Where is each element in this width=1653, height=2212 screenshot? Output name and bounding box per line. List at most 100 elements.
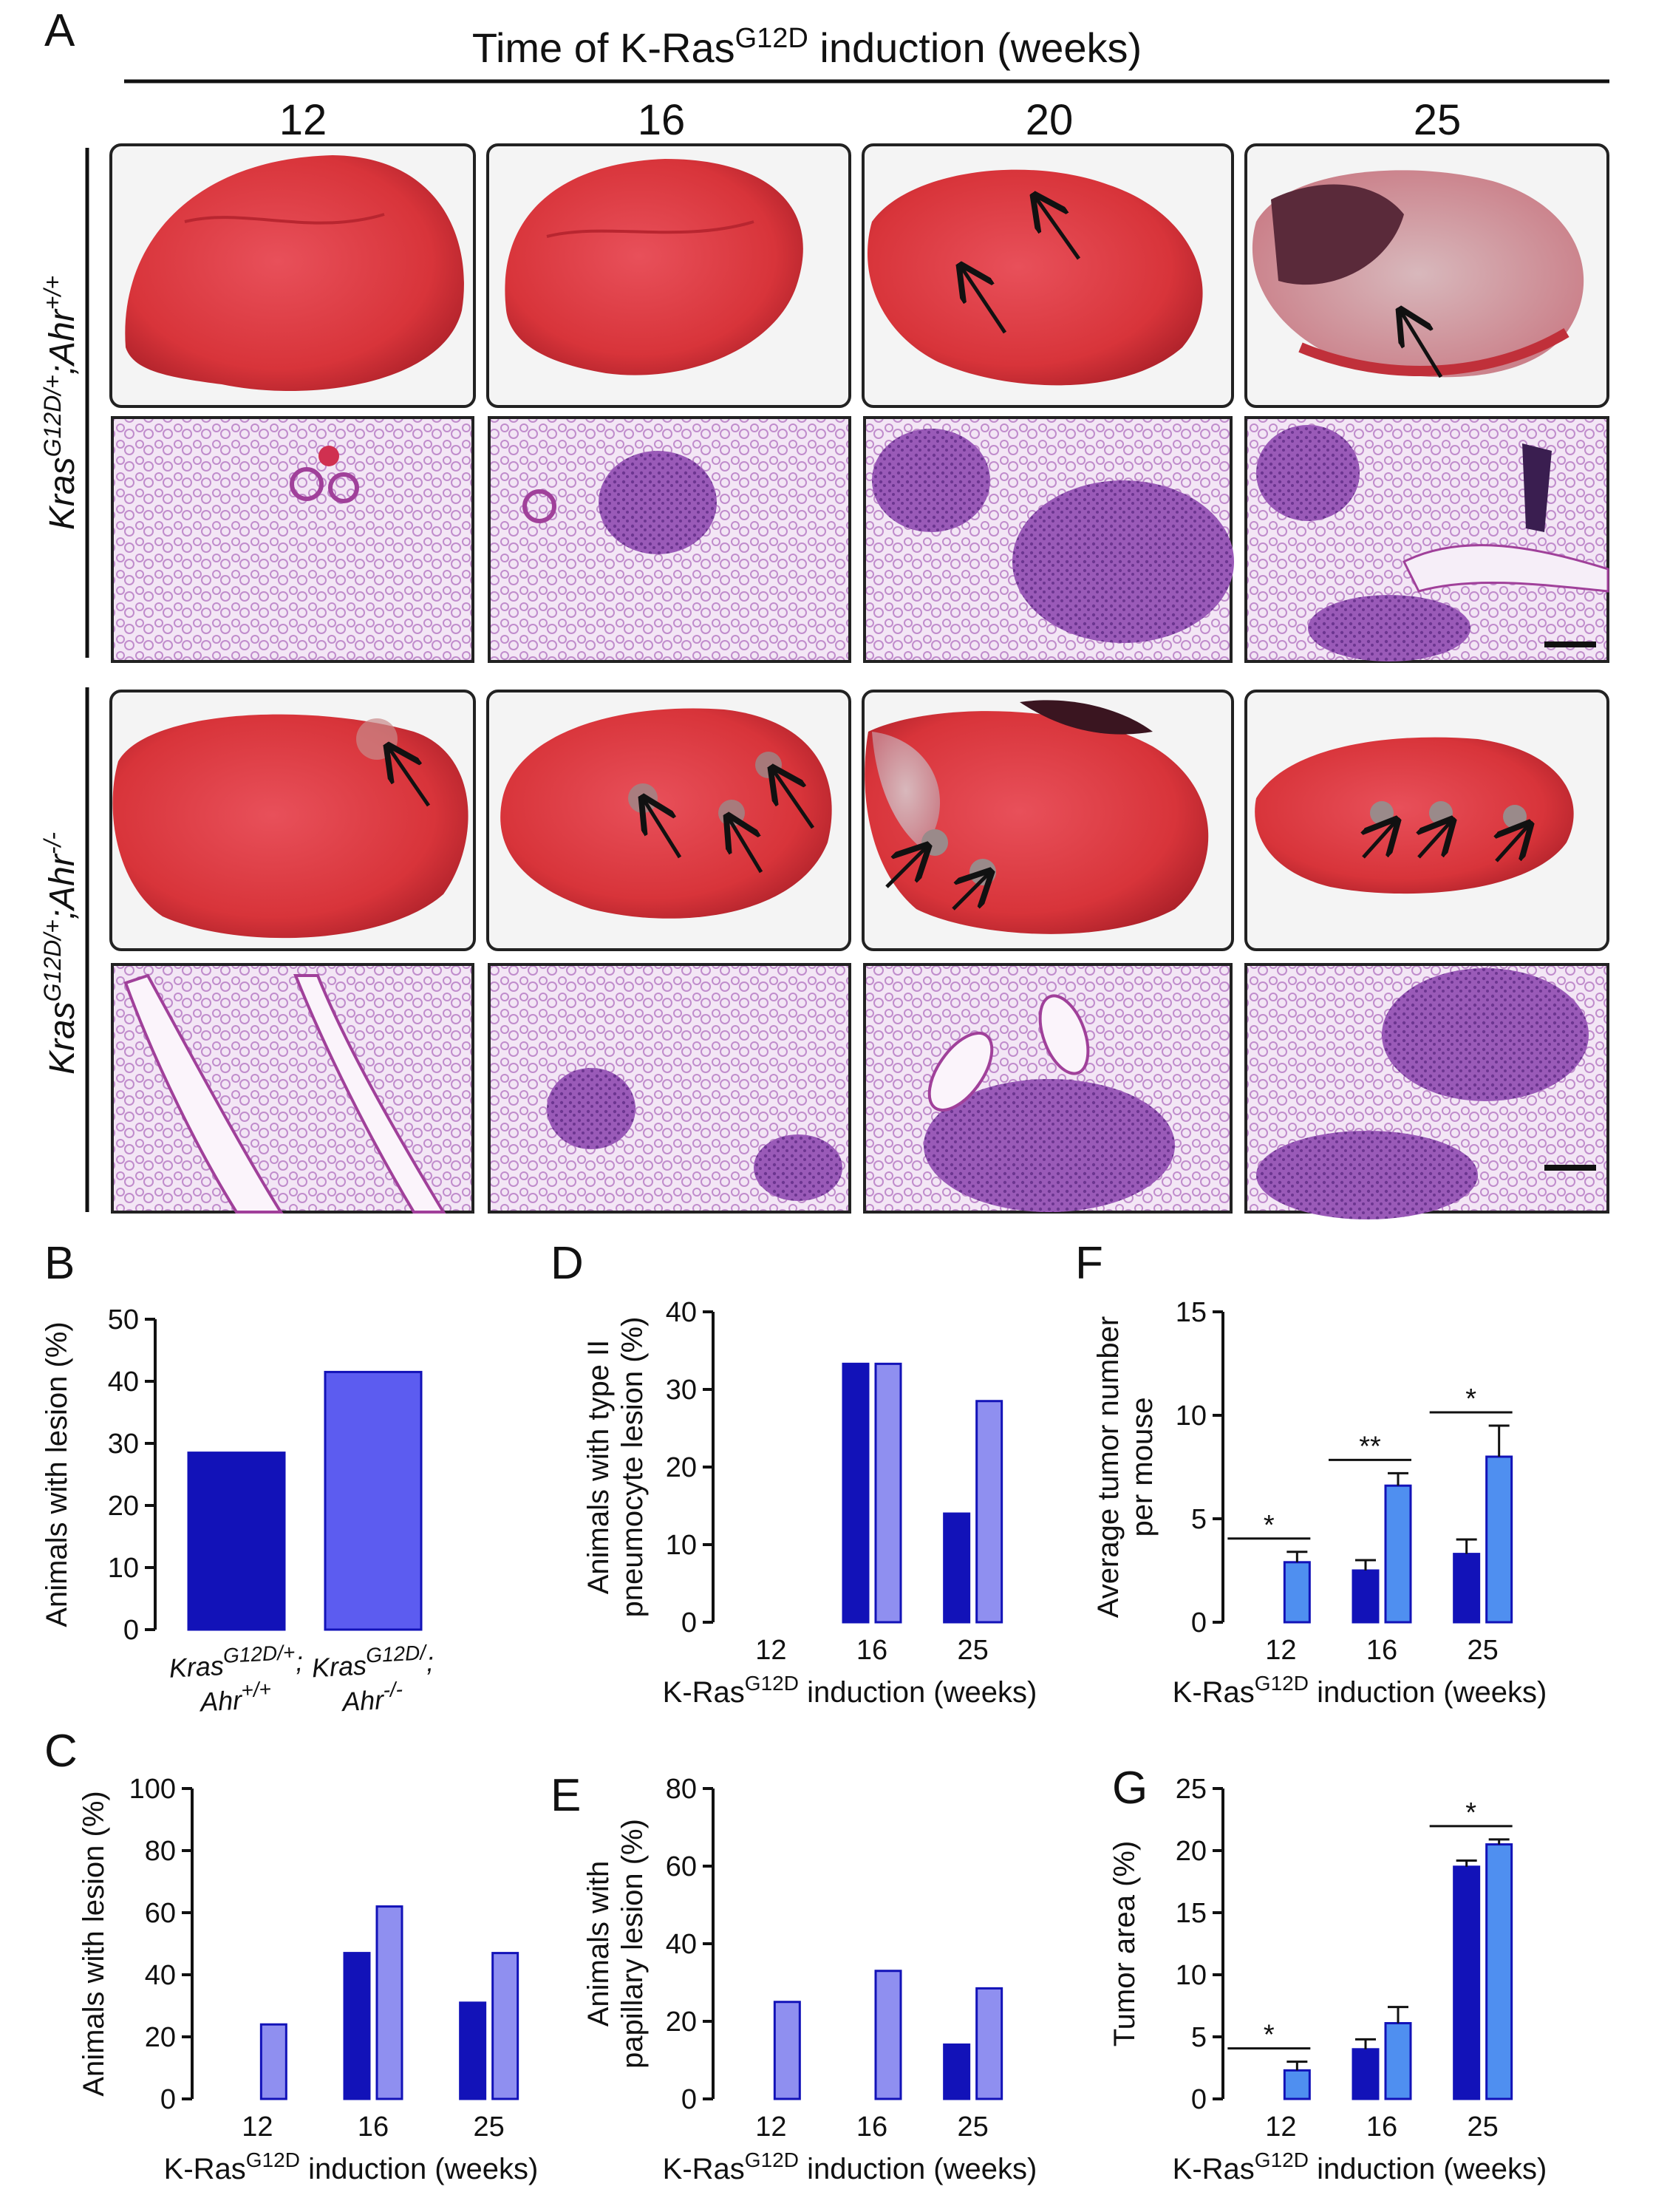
lung-photo-wt-25 <box>1244 143 1609 408</box>
chart-f-significance-label: * <box>1465 1384 1476 1415</box>
panel-d-letter: D <box>551 1238 584 1289</box>
chart-e-bar <box>943 2043 971 2100</box>
chart-e-bar <box>975 1987 1003 2100</box>
chart-f-ytick-label: 0 <box>1191 1607 1207 1638</box>
chart-b-category-label: KrasG12D/; <box>310 1641 434 1684</box>
week-label-20: 20 <box>1026 96 1074 144</box>
chart-f-ytick-label: 10 <box>1176 1401 1207 1432</box>
chart-e-bar <box>773 2001 801 2100</box>
chart-g-ytick-label: 15 <box>1176 1898 1207 1929</box>
chart-b-category-label: KrasG12D/+; <box>168 1640 304 1683</box>
chart-e-xlabel: K-RasG12D induction (weeks) <box>663 2148 1037 2185</box>
histology-wt-25 <box>1244 416 1609 663</box>
lung-photo-wt-12 <box>109 143 476 408</box>
chart-f: 0 5 10 15 Average tumor number per mouse 12 * 16… <box>1092 1297 1547 1709</box>
chart-f-bar <box>1352 1569 1380 1624</box>
chart-e-xtick-label: 25 <box>958 2111 989 2143</box>
chart-f-xtick-label: 16 <box>1366 1635 1397 1666</box>
chart-d-ylabel-line: pneumocyte lesion (%) <box>616 1317 649 1618</box>
histology-wt-20 <box>863 416 1234 663</box>
lung-photo-ko-20 <box>862 690 1234 951</box>
chart-f-xtick-label: 25 <box>1468 1635 1499 1666</box>
chart-c-bar <box>491 1952 519 2100</box>
chart-g-ytick-label: 10 <box>1176 1960 1207 1991</box>
panel-f-letter: F <box>1075 1238 1103 1289</box>
chart-g-ytick-label: 20 <box>1176 1836 1207 1867</box>
chart-d-ylabel-line: Animals with type II <box>582 1340 615 1595</box>
histology-ko-12 <box>111 963 474 1214</box>
chart-c-bar <box>343 1952 371 2100</box>
chart-c-ytick-label: 100 <box>129 1774 176 1805</box>
chart-b-ytick-label: 50 <box>108 1304 139 1335</box>
chart-b-ytick-label: 20 <box>108 1491 139 1522</box>
lung-photo-ko-25 <box>1244 690 1609 951</box>
chart-d-xtick-label: 25 <box>958 1635 989 1666</box>
chart-f-ytick-label: 5 <box>1191 1504 1207 1535</box>
chart-e-ylabel-line: Animals with <box>582 1861 615 2027</box>
chart-f-significance-label: * <box>1264 1510 1275 1541</box>
histology-ko-20 <box>863 963 1233 1214</box>
chart-f-xlabel: K-RasG12D induction (weeks) <box>1173 1672 1547 1709</box>
chart-f-ytick-label: 15 <box>1176 1297 1207 1328</box>
chart-c-ytick-label: 80 <box>145 1836 176 1867</box>
week-label-12: 12 <box>279 96 327 144</box>
row-label-knockout: KrasG12D/+;Ahr-/- <box>39 832 82 1075</box>
chart-b-ytick-label: 10 <box>108 1553 139 1584</box>
histology-wt-16 <box>488 416 851 663</box>
chart-g-bar <box>1453 1865 1481 2100</box>
chart-b-bar <box>324 1370 423 1631</box>
chart-c-ytick-label: 60 <box>145 1898 176 1929</box>
lung-photo-ko-16 <box>486 690 851 951</box>
lung-photo-wt-16 <box>486 143 851 408</box>
chart-b-ytick-label: 40 <box>108 1367 139 1398</box>
chart-d-bar <box>874 1362 902 1624</box>
panel-c-letter: C <box>44 1726 78 1777</box>
chart-g-bar <box>1283 2069 1311 2100</box>
panel-b-letter: B <box>44 1238 75 1289</box>
lung-photo-wt-20 <box>862 143 1234 408</box>
chart-b: 0 10 20 30 40 50 Animals with lesion (%) KrasG1… <box>41 1304 434 1718</box>
chart-c-ylabel: Animals with lesion (%) <box>78 1791 110 2096</box>
chart-g-xtick-label: 12 <box>1265 2111 1296 2143</box>
chart-b-bar <box>187 1452 286 1631</box>
chart-g-xtick-label: 25 <box>1468 2111 1499 2143</box>
chart-c-ytick-label: 20 <box>145 2022 176 2053</box>
histology-ko-25 <box>1244 963 1609 1219</box>
chart-g-bar <box>1352 2048 1380 2100</box>
chart-g-bar <box>1485 1843 1513 2100</box>
chart-d-ytick-label: 10 <box>666 1530 697 1561</box>
chart-d: 0 10 20 30 40 Animals with type II pneumocyte … <box>582 1297 1037 1709</box>
chart-d-bar <box>975 1400 1003 1624</box>
week-label-25: 25 <box>1414 96 1462 144</box>
chart-g-ytick-label: 5 <box>1191 2022 1207 2053</box>
chart-g-bar <box>1384 2022 1412 2100</box>
chart-c-bar <box>459 2001 487 2100</box>
chart-f-ylabel-line: Average tumor number <box>1092 1316 1125 1618</box>
chart-d-xtick-label: 16 <box>856 1635 887 1666</box>
lung-photo-ko-12 <box>109 690 476 951</box>
chart-b-category-label: Ahr-/- <box>340 1678 404 1717</box>
chart-b-ylabel: Animals with lesion (%) <box>41 1321 73 1627</box>
chart-f-bar <box>1453 1553 1481 1624</box>
chart-g-ylabel: Tumor area (%) <box>1108 1841 1141 2047</box>
chart-d-xlabel: K-RasG12D induction (weeks) <box>663 1672 1037 1709</box>
chart-c-xtick-label: 25 <box>474 2111 505 2143</box>
chart-c-xlabel: K-RasG12D induction (weeks) <box>164 2148 539 2185</box>
chart-g-xlabel: K-RasG12D induction (weeks) <box>1173 2148 1547 2185</box>
panel-a: A Time of K-RasG12D induction (weeks) 12… <box>39 5 1609 1219</box>
chart-g-ytick-label: 0 <box>1191 2084 1207 2115</box>
chart-e-ytick-label: 20 <box>666 2007 697 2038</box>
chart-e-xtick-label: 16 <box>856 2111 887 2143</box>
chart-c-ytick-label: 40 <box>145 1960 176 1991</box>
chart-d-bar <box>943 1512 971 1624</box>
chart-f-significance-label: ** <box>1359 1431 1381 1462</box>
histology-ko-16 <box>488 963 851 1214</box>
panel-a-title: Time of K-RasG12D induction (weeks) <box>472 23 1142 71</box>
histology-wt-12 <box>111 416 474 663</box>
chart-e-ylabel-line: papillary lesion (%) <box>616 1819 649 2069</box>
chart-f-bar <box>1283 1561 1311 1624</box>
chart-f-bar <box>1384 1484 1412 1624</box>
week-label-16: 16 <box>638 96 686 144</box>
chart-f-bar <box>1485 1455 1513 1624</box>
chart-c: 0 20 40 60 80 100 Animals with lesion (%) 12 16 2… <box>78 1774 538 2185</box>
